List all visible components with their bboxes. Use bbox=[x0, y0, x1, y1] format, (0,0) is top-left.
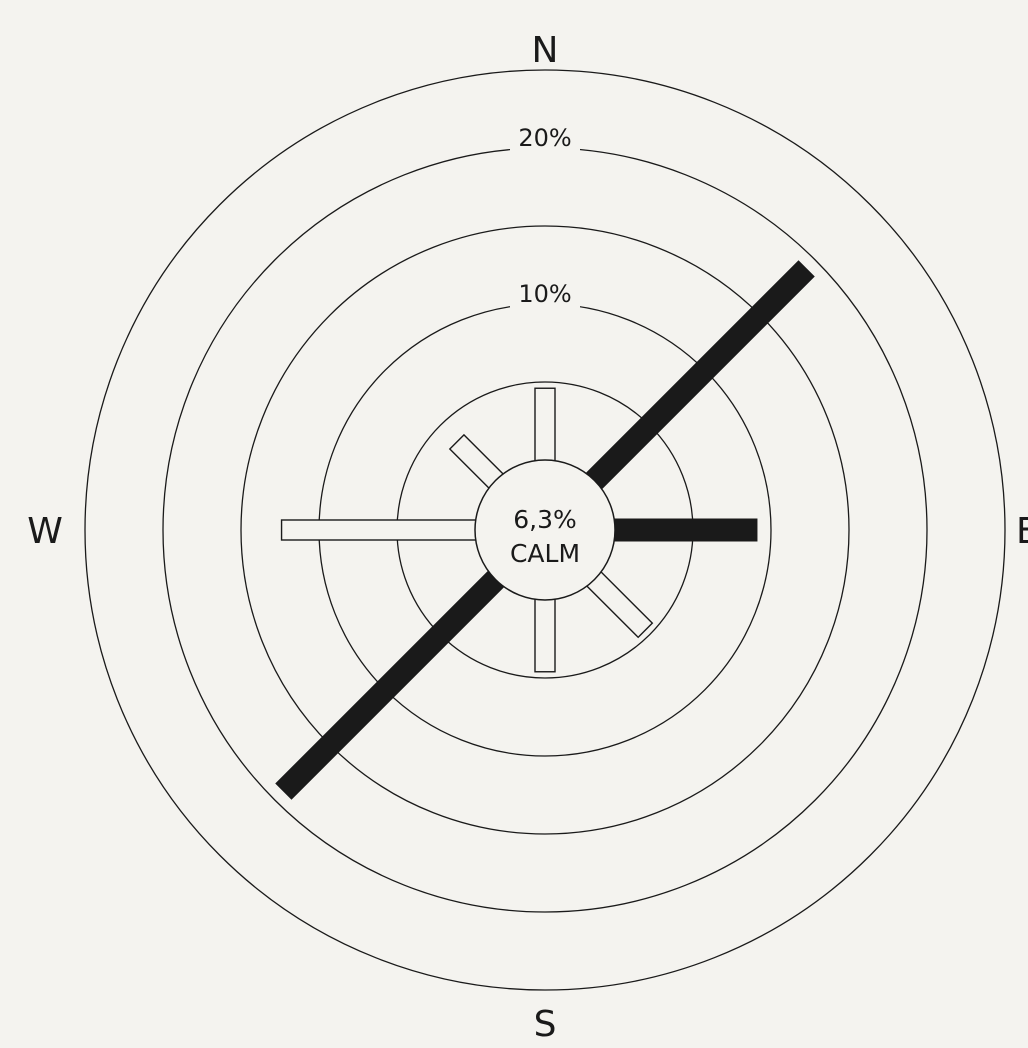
ring-label-10: 10% bbox=[518, 280, 571, 308]
compass-label-west: W bbox=[27, 511, 63, 552]
compass-label-south: S bbox=[534, 1004, 557, 1045]
ring-15-percent bbox=[240, 225, 850, 835]
calm-value: 6,3% bbox=[513, 505, 577, 534]
ring-label-10-background bbox=[510, 276, 580, 308]
ring-25-percent bbox=[84, 69, 1006, 991]
ring-label-20-background bbox=[510, 120, 580, 152]
compass-label-east: E bbox=[1016, 511, 1028, 552]
calm-label: CALM bbox=[510, 539, 580, 568]
compass-label-north: N bbox=[532, 30, 559, 71]
ring-label-20: 20% bbox=[518, 124, 571, 152]
calm-circle bbox=[474, 459, 616, 601]
